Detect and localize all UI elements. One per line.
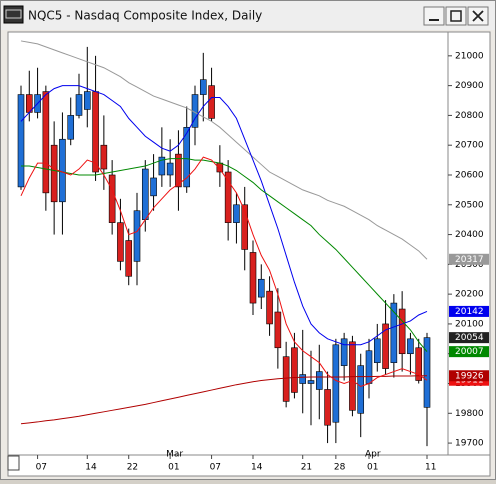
x-tick-label: 22 — [127, 463, 138, 473]
y-tick-label: 20400 — [455, 230, 484, 240]
plot-area — [7, 31, 449, 456]
candle-body — [299, 374, 307, 384]
candle-body — [398, 308, 406, 355]
moving-average-line — [21, 158, 428, 352]
x-tick-label: 21 — [301, 463, 312, 473]
price-tag — [449, 370, 489, 382]
candle-body — [390, 302, 398, 363]
price-tag — [449, 253, 489, 265]
x-tick-label: 07 — [210, 463, 221, 473]
app-icon-glyph — [5, 9, 22, 19]
candle-body — [357, 365, 365, 414]
price-tag-label: 20054 — [455, 333, 484, 343]
price-tag — [449, 305, 489, 317]
candle-body — [249, 252, 257, 304]
x-tick-label: 01 — [168, 463, 179, 473]
x-tick-label: 28 — [334, 463, 346, 473]
candle-body — [183, 127, 191, 188]
y-tick-label: 20700 — [455, 141, 484, 151]
candle-body — [100, 144, 108, 170]
moving-average-line — [20, 85, 428, 346]
candle-body — [166, 162, 174, 176]
title-bar — [1, 1, 495, 30]
x-tick-label: 07 — [36, 463, 47, 473]
candle-body — [315, 371, 323, 390]
candle-body — [75, 94, 83, 116]
candle-body — [415, 347, 423, 381]
maximize-glyph — [450, 10, 462, 22]
y-tick-label: 19700 — [455, 439, 484, 449]
maximize-button[interactable] — [445, 6, 467, 26]
price-tag — [449, 346, 489, 358]
y-tick-label: 20600 — [455, 170, 484, 180]
candle-body — [59, 138, 66, 203]
candle-body — [108, 174, 116, 223]
y-tick-label: 20800 — [455, 111, 484, 121]
close-glyph — [472, 10, 484, 22]
y-tick-label: 19800 — [455, 409, 484, 419]
y-tick-label: 20300 — [455, 260, 484, 270]
x-tick-label: 14 — [251, 463, 263, 473]
candle-body — [324, 389, 331, 426]
candle-body — [158, 156, 166, 176]
price-tag-label: 20142 — [455, 307, 484, 317]
candle-body — [117, 222, 124, 262]
candle-body — [92, 91, 99, 173]
candle-body — [332, 344, 340, 423]
y-tick-label: 20900 — [455, 81, 484, 91]
x-tick-label: 14 — [85, 463, 97, 473]
candle-body — [365, 350, 373, 384]
candle-body — [349, 341, 356, 411]
month-label: Apr — [365, 450, 381, 460]
x-axis-area — [7, 454, 491, 477]
window-title: NQC5 - Nasdaq Composite Index, Daily — [28, 9, 262, 23]
price-tag-label: 20317 — [455, 255, 484, 265]
candle-body — [17, 94, 25, 188]
y-tick-label: 20100 — [455, 319, 484, 329]
y-tick-label: 20200 — [455, 290, 484, 300]
candle-body — [50, 144, 58, 203]
candle-body — [307, 380, 315, 384]
y-tick-label: 20500 — [455, 200, 484, 210]
candle-body — [382, 323, 389, 369]
x-tick-label: 11 — [425, 463, 436, 473]
moving-average-line — [20, 40, 428, 260]
candle-body — [233, 204, 240, 223]
candle-body — [141, 168, 149, 220]
candle-body — [175, 153, 182, 188]
candle-body — [67, 115, 75, 140]
price-tag — [449, 332, 489, 344]
candle-body — [241, 204, 249, 250]
candle-body — [340, 338, 348, 366]
candle-body — [282, 356, 290, 402]
moving-average-line — [20, 156, 428, 388]
moving-average-line — [20, 375, 427, 425]
candle-body — [407, 338, 414, 355]
month-label: Mar — [166, 450, 183, 460]
candle-body — [133, 210, 141, 262]
candle-body — [224, 171, 232, 223]
price-tag-label: 20007 — [455, 347, 484, 357]
app-icon — [3, 5, 24, 24]
candle-body — [199, 79, 207, 95]
price-tag-label: 19926 — [455, 371, 484, 381]
candle-body — [42, 91, 50, 194]
candle-body — [423, 337, 431, 408]
candle-body — [257, 278, 265, 298]
candle-body — [291, 347, 298, 393]
candle-body — [373, 338, 381, 363]
candle-body — [83, 91, 91, 110]
candle-body — [216, 162, 224, 173]
candle-body — [208, 85, 215, 119]
x-tick-label: 01 — [367, 463, 378, 473]
candle-body — [274, 311, 282, 349]
minimize-button[interactable] — [423, 6, 445, 26]
y-axis-area — [447, 31, 491, 456]
candle-body — [125, 240, 133, 277]
candle-body — [150, 177, 157, 197]
corner-box — [7, 455, 20, 471]
y-tick-label: 21000 — [455, 51, 484, 61]
candle-body — [266, 290, 273, 325]
